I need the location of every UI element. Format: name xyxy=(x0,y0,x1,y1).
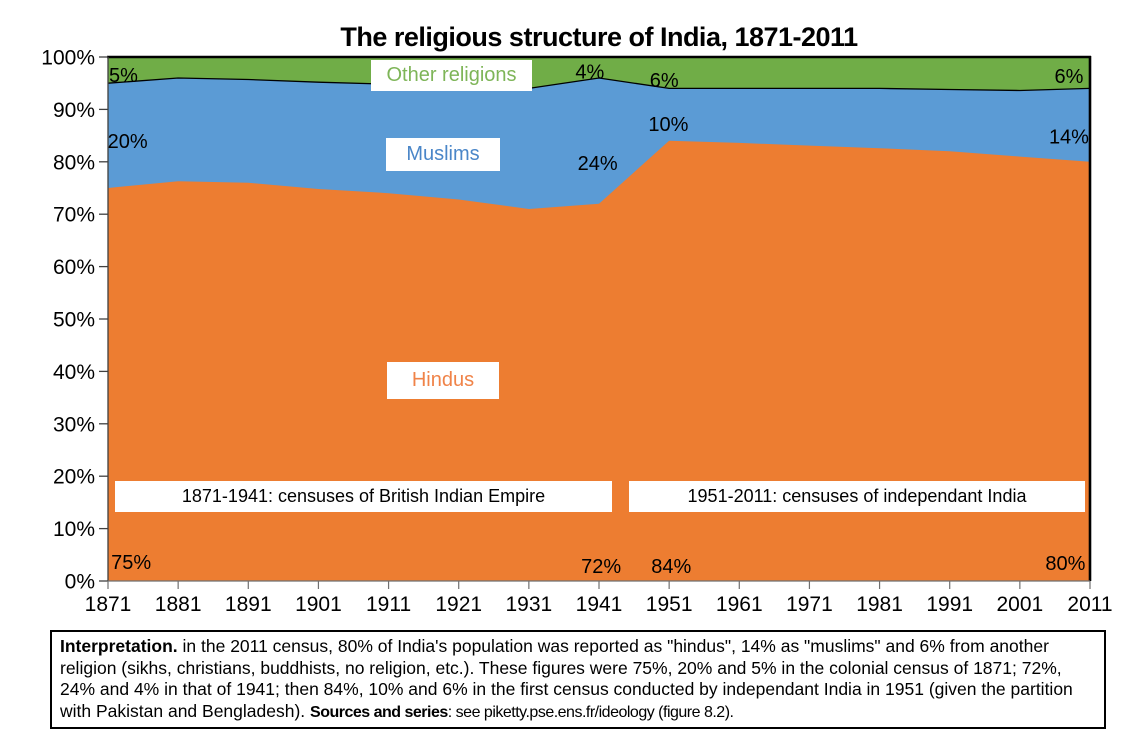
value-label-6: 6% xyxy=(650,70,679,92)
y-tick-label: 80% xyxy=(53,151,95,174)
x-tick-label: 1921 xyxy=(435,593,482,616)
interpretation-note: Interpretation. in the 2011 census, 80% … xyxy=(50,630,1106,729)
area-hindus xyxy=(108,140,1090,582)
y-tick-label: 100% xyxy=(41,47,95,70)
x-tick-label: 1901 xyxy=(295,593,342,616)
stacked-area-chart: 0% 10% 20% 30% 40% 50% 60% 70% 80% 90% 100% 1871 188… xyxy=(41,47,1112,617)
value-label-14: 14% xyxy=(1049,127,1089,149)
series-label-other-religions: Other religions xyxy=(371,60,532,91)
x-tick-label: 1911 xyxy=(366,593,411,616)
y-tick-label: 0% xyxy=(65,571,95,594)
y-tick-label: 70% xyxy=(53,204,95,227)
chart-title: The religious structure of India, 1871-2… xyxy=(340,22,858,52)
series-label-muslims: Muslims xyxy=(386,138,500,171)
interpretation-body: in the 2011 census, 80% of India's popul… xyxy=(60,636,1073,721)
y-tick-label: 60% xyxy=(53,256,95,279)
x-tick-label: 1991 xyxy=(926,593,973,616)
x-tick-label: 2011 xyxy=(1067,593,1112,616)
value-label-10: 10% xyxy=(648,114,688,136)
x-tick-label: 1931 xyxy=(505,593,552,616)
x-tick-label: 1941 xyxy=(576,593,623,616)
x-tick-label: 1961 xyxy=(716,593,763,616)
era-annotation-1871-1941: 1871-1941: censuses of British Indian Em… xyxy=(115,481,612,512)
y-tick-label: 40% xyxy=(53,361,95,384)
era-annotation-1951-2011: 1951-2011: censuses of independant India xyxy=(629,481,1085,512)
y-tick-label: 30% xyxy=(53,413,95,436)
interpretation-lead: Interpretation. xyxy=(60,636,178,656)
x-tick-label: 1981 xyxy=(856,593,903,616)
value-label-4: 4% xyxy=(575,62,604,84)
y-tick-label: 10% xyxy=(53,518,95,541)
value-label-20: 20% xyxy=(108,131,148,153)
muslims-top-boundary-line xyxy=(107,77,1091,92)
x-tick-label: 1881 xyxy=(155,593,202,616)
sources-reference: : see piketty.pse.ens.fr/ideology (figur… xyxy=(447,703,734,721)
value-label-6: 6% xyxy=(1055,66,1084,88)
y-tick-label: 20% xyxy=(53,466,95,489)
x-tick-label: 2001 xyxy=(996,593,1043,616)
sources-label: Sources and series xyxy=(310,703,448,721)
y-tick-label: 50% xyxy=(53,309,95,332)
x-tick-label: 1891 xyxy=(225,593,272,616)
y-tick-label: 90% xyxy=(53,99,95,122)
series-label-hindus: Hindus xyxy=(387,362,499,399)
x-tick-label: 1951 xyxy=(646,593,693,616)
x-tick-label: 1971 xyxy=(786,593,833,616)
value-label-5: 5% xyxy=(109,65,138,87)
value-label-24: 24% xyxy=(578,153,618,175)
x-tick-label: 1871 xyxy=(85,593,132,616)
value-label-84: 84% xyxy=(651,556,691,578)
value-label-80: 80% xyxy=(1045,553,1085,575)
value-label-75: 75% xyxy=(111,552,151,574)
value-label-72: 72% xyxy=(581,556,621,578)
